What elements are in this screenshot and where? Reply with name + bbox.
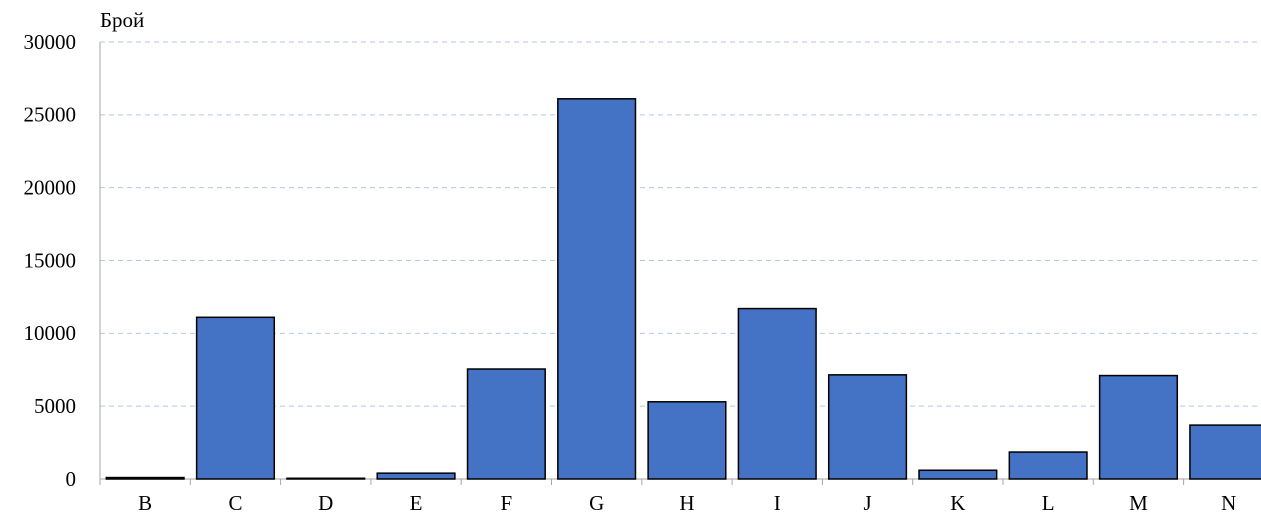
y-tick-label: 10000 — [24, 321, 77, 345]
x-tick-label: B — [138, 491, 152, 515]
x-tick-label: E — [410, 491, 423, 515]
x-tick-label: K — [950, 491, 965, 515]
bar — [1008, 451, 1088, 480]
bar — [827, 374, 908, 480]
bar — [1098, 374, 1179, 480]
x-tick-label: D — [318, 491, 333, 515]
bar — [105, 476, 185, 480]
bar — [647, 401, 727, 480]
x-tick-label: L — [1042, 491, 1055, 515]
y-tick-label: 30000 — [24, 30, 77, 54]
bar — [1189, 424, 1261, 480]
x-tick-label: H — [679, 491, 694, 515]
x-tick-label: J — [863, 491, 871, 515]
y-tick-label: 25000 — [24, 103, 77, 127]
bar — [195, 316, 276, 480]
x-tick-label: M — [1129, 491, 1148, 515]
bar — [376, 472, 456, 480]
y-axis-label: Брой — [100, 8, 144, 32]
x-tick-label: G — [589, 491, 604, 515]
y-tick-label: 20000 — [24, 175, 77, 199]
x-tick-label: F — [501, 491, 513, 515]
bar — [918, 469, 998, 480]
y-tick-label: 15000 — [24, 248, 77, 272]
bar — [737, 307, 817, 480]
y-tick-label: 5000 — [34, 394, 76, 418]
x-tick-label: I — [774, 491, 781, 515]
y-tick-label: 0 — [66, 467, 77, 491]
bar — [286, 477, 366, 480]
x-tick-label: N — [1221, 491, 1236, 515]
x-tick-label: C — [228, 491, 242, 515]
bar — [557, 98, 637, 480]
bar — [466, 368, 546, 480]
